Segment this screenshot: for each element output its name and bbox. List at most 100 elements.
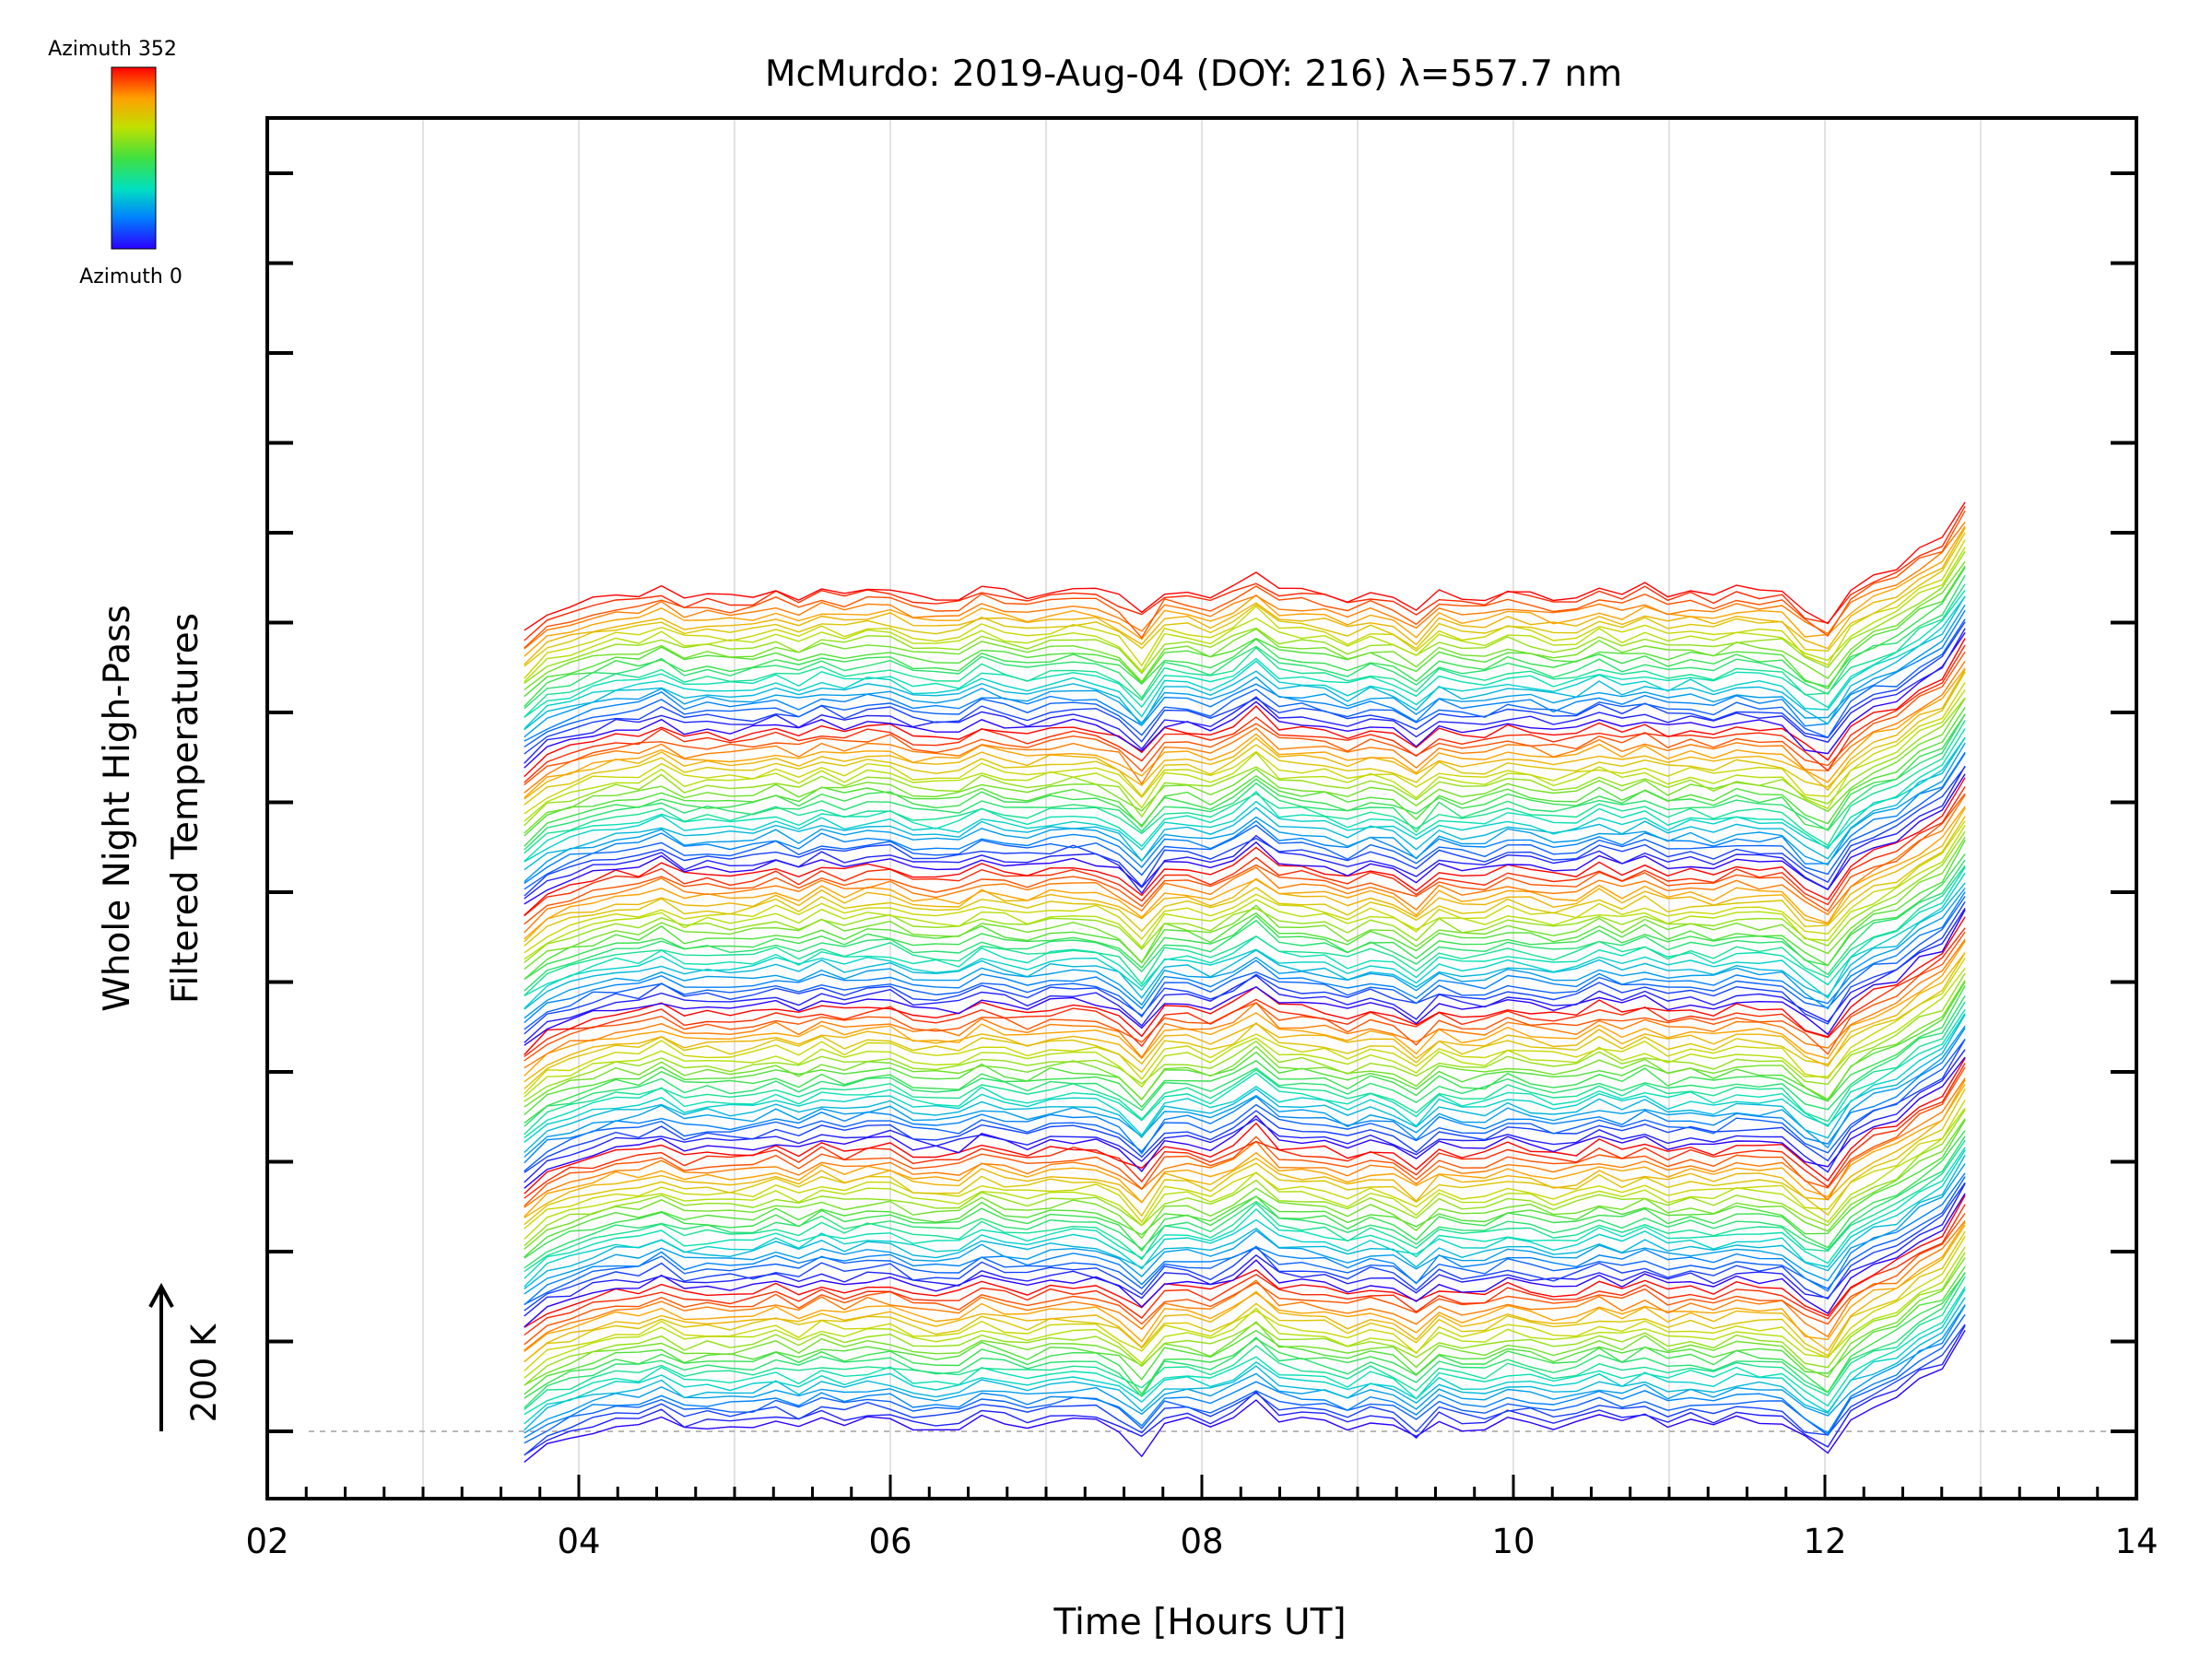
series-line — [524, 501, 1966, 631]
series-line — [524, 1119, 1966, 1258]
series-line — [524, 765, 1966, 900]
ticks — [265, 171, 2138, 1499]
series-line — [524, 1329, 1966, 1463]
series-line — [524, 1276, 1966, 1411]
series-line — [524, 859, 1966, 992]
x-tick-label: 02 — [245, 1522, 288, 1561]
series-line — [524, 984, 1966, 1124]
series-line — [524, 866, 1966, 997]
series-line — [524, 1028, 1966, 1164]
series-line — [524, 1063, 1966, 1199]
series-line — [524, 609, 1966, 742]
series-line — [524, 786, 1966, 917]
series-line — [524, 720, 1966, 854]
series-line — [524, 1057, 1966, 1194]
series-line — [524, 1025, 1966, 1158]
series-line — [524, 1147, 1966, 1279]
series-line — [524, 1099, 1966, 1230]
series-line — [524, 794, 1966, 934]
series-line — [524, 1257, 1966, 1386]
series-line — [524, 595, 1966, 730]
series-line — [524, 595, 1966, 731]
series-line — [524, 1077, 1966, 1208]
y-axis-label-line1: Whole Night High-Pass — [97, 605, 138, 1012]
series-line — [524, 972, 1966, 1102]
series-line — [524, 682, 1966, 815]
series-line — [524, 995, 1966, 1127]
series-line — [524, 1324, 1966, 1456]
series-line — [524, 836, 1966, 971]
series-line — [524, 1194, 1966, 1328]
series-line — [524, 707, 1966, 837]
series-line — [524, 816, 1966, 947]
series-line — [524, 1084, 1966, 1218]
series-line — [524, 547, 1966, 683]
colorbar-bottom-label: Azimuth 0 — [79, 265, 182, 288]
series-line — [524, 1039, 1966, 1173]
series-line — [524, 527, 1966, 665]
series-line — [524, 567, 1966, 707]
series-line — [524, 773, 1966, 905]
grid — [309, 118, 2136, 1499]
series-line — [524, 736, 1966, 863]
series-line — [524, 671, 1966, 806]
series-line — [524, 1204, 1966, 1336]
series-line — [524, 632, 1966, 769]
series-line — [524, 1246, 1966, 1379]
series-line — [524, 1001, 1966, 1135]
series-line — [524, 510, 1966, 649]
series-line — [524, 1139, 1966, 1273]
series-line — [524, 621, 1966, 755]
series-line — [524, 1149, 1966, 1288]
series-line — [524, 667, 1966, 799]
colorbar-legend: Azimuth 352 Azimuth 0 — [48, 38, 182, 288]
series-line — [524, 1013, 1966, 1143]
series-line — [524, 1265, 1966, 1395]
series-line — [524, 1155, 1966, 1289]
series-line — [524, 1008, 1966, 1138]
series-line — [524, 888, 1966, 1019]
series-line — [524, 644, 1966, 783]
series-line — [524, 1252, 1966, 1386]
series-line — [524, 689, 1966, 822]
series-line — [524, 980, 1966, 1108]
series-line — [524, 628, 1966, 764]
series-line — [524, 820, 1966, 954]
series-line — [524, 505, 1966, 641]
series-line — [524, 1236, 1966, 1371]
series-line — [524, 550, 1966, 684]
series-line — [524, 1230, 1966, 1363]
series-line — [524, 1107, 1966, 1241]
series-group — [524, 501, 1966, 1463]
x-tick-label: 08 — [1180, 1522, 1223, 1561]
series-line — [524, 1172, 1966, 1306]
series-line — [524, 1079, 1966, 1218]
series-line — [524, 728, 1966, 863]
series-line — [524, 766, 1966, 897]
colorbar-top-label: Azimuth 352 — [48, 38, 177, 61]
x-tick-labels: 02 04 06 08 10 12 14 — [245, 1522, 2158, 1561]
series-line — [524, 638, 1966, 778]
colorbar — [111, 66, 157, 250]
scale-bar: 200 K — [148, 1282, 224, 1431]
series-line — [524, 736, 1966, 871]
series-line — [524, 830, 1966, 963]
series-line — [524, 1304, 1966, 1439]
y-axis-label-line2: Filtered Temperatures — [165, 613, 206, 1004]
series-line — [524, 1135, 1966, 1269]
series-line — [524, 909, 1966, 1046]
series-line — [524, 521, 1966, 650]
series-line — [524, 697, 1966, 827]
series-line — [524, 583, 1966, 718]
scale-arrow-head — [148, 1282, 174, 1308]
series-line — [524, 981, 1966, 1116]
series-line — [524, 660, 1966, 794]
series-line — [524, 840, 1966, 981]
x-tick-label: 10 — [1491, 1522, 1535, 1561]
series-line — [524, 1118, 1966, 1250]
x-tick-label: 12 — [1803, 1522, 1846, 1561]
chart-title: McMurdo: 2019-Aug-04 (DOY: 216) λ=557.7 … — [765, 53, 1622, 95]
series-line — [524, 1313, 1966, 1444]
series-line — [524, 927, 1966, 1058]
